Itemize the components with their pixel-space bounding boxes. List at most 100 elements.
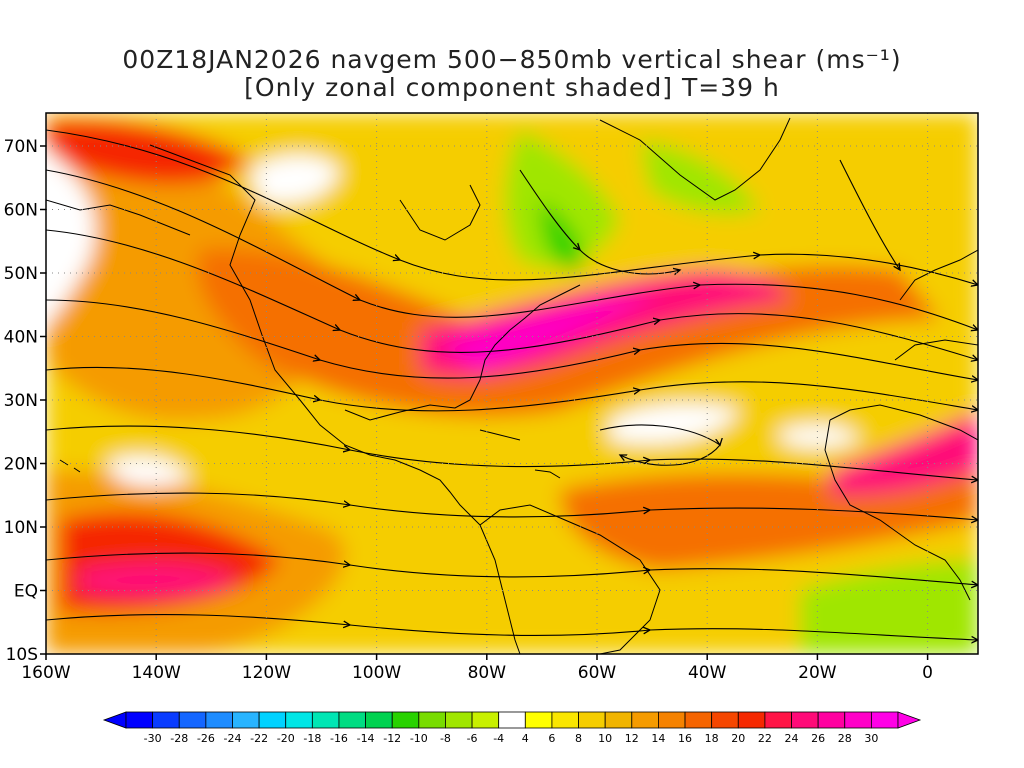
colorbar-label-23: 22 [758,732,772,745]
lat-label-4: 30N [4,391,38,411]
lat-label-0: 70N [4,137,38,157]
colorbar-swatch-13 [471,711,500,729]
colorbar-label-13: -4 [493,732,504,745]
colorbar-label-0: -30 [144,732,162,745]
lat-label-2: 50N [4,264,38,284]
colorbar-label-8: -14 [357,732,375,745]
lat-label-3: 40N [4,328,38,348]
latitude-labels: 70N 60N 50N 40N 30N 20N 10N EQ 10S [4,137,38,665]
streamline-3 [46,299,978,380]
colorbar-label-1: -28 [170,732,188,745]
colorbar-swatch-25 [791,711,819,729]
colorbar-label-7: -16 [330,732,348,745]
colorbar-label-3: -24 [223,732,241,745]
colorbar-label-4: -22 [250,732,268,745]
colorbar-label-17: 10 [598,732,612,745]
lat-label-1: 60N [4,201,38,221]
lat-label-6: 10N [4,518,38,538]
colorbar-over-arrow [897,711,922,729]
lon-label-6: 40W [688,663,727,683]
streamline-8 [46,614,978,640]
colorbar-swatch-28 [870,711,899,729]
colorbar-label-22: 20 [731,732,745,745]
streamline-9 [519,169,680,274]
field-region-11 [505,130,620,268]
coastline-hudson [399,184,481,241]
colorbar-swatch-0 [125,711,154,729]
colorbar-label-2: -26 [197,732,215,745]
colorbar-swatch-12 [445,711,473,729]
field-region-6 [560,420,978,570]
colorbar-label-24: 24 [785,732,799,745]
streamline-10 [839,159,900,270]
streamline-1 [46,169,978,330]
streamline-6 [46,492,978,520]
colorbar-swatch-27 [844,711,872,729]
colorbar-swatch-19 [631,711,659,729]
shaded-field [46,113,978,654]
colorbar-swatch-8 [338,711,366,729]
colorbar-swatch-11 [418,711,446,729]
lon-label-7: 20W [798,663,837,683]
plot-frame [45,112,979,655]
colorbar-swatch-15 [524,711,553,729]
colorbar-label-19: 14 [651,732,665,745]
lon-label-5: 60W [578,663,617,683]
colorbar: -30 -28 -26 -24 -22 -20 -18 -16 -14 -12 -10 -8 -6 -4 4… [102,711,922,745]
chart-title-line1: 00Z18JAN2026 navgem 500−850mb vertical s… [122,45,902,74]
lon-label-4: 80W [468,663,507,683]
field-region-16 [250,155,340,204]
colorbar-label-16: 8 [575,732,582,745]
colorbar-label-10: -10 [410,732,428,745]
streamline-11 [599,424,720,466]
axis-ticks [40,145,929,660]
lon-label-0: 160W [21,663,70,683]
field-region-19 [780,424,860,448]
field-region-10 [80,563,240,597]
lat-label-7: EQ [14,582,38,602]
streamline-5 [46,425,978,480]
streamline-4 [46,366,978,411]
lon-label-3: 100W [352,663,401,683]
field-region-15 [46,150,96,330]
colorbar-swatch-21 [684,711,713,729]
streamline-7 [46,552,978,585]
colorbar-swatch-6 [285,711,313,729]
colorbar-swatch-24 [764,711,792,729]
colorbar-swatch-4 [232,711,260,729]
colorbar-swatch-10 [391,711,420,729]
field-region-12 [640,140,760,214]
lat-label-5: 20N [4,455,38,475]
colorbar-label-18: 12 [625,732,639,745]
colorbar-label-9: -12 [383,732,401,745]
streamlines [46,129,978,640]
chart-title-line2: [Only zonal component shaded] T=39 h [244,73,780,102]
colorbar-swatch-16 [551,711,579,729]
colorbar-swatch-9 [365,711,393,729]
colorbar-label-21: 18 [705,732,719,745]
colorbar-swatch-1 [152,711,180,729]
colorbar-label-14: 4 [522,732,529,745]
colorbar-swatch-20 [658,711,686,729]
colorbar-swatch-22 [711,711,739,729]
colorbar-label-11: -8 [440,732,451,745]
colorbar-label-26: 28 [838,732,852,745]
longitude-labels: 160W 140W 120W 100W 80W 60W 40W 20W 0 [21,663,933,683]
lon-label-1: 140W [132,663,181,683]
coastline-north-america [149,144,481,526]
colorbar-label-27: 30 [864,732,878,745]
colorbar-label-20: 16 [678,732,692,745]
lon-label-2: 120W [242,663,291,683]
colorbar-swatch-14 [498,711,526,729]
colorbar-label-6: -18 [303,732,321,745]
lon-label-8: 0 [922,663,933,683]
coastline-hawaii [59,459,81,473]
colorbar-under-arrow [102,711,127,729]
coastline-south-america-west [479,524,521,654]
colorbar-label-5: -20 [277,732,295,745]
colorbar-label-25: 26 [811,732,825,745]
colorbar-swatch-18 [604,711,633,729]
colorbar-label-15: 6 [548,732,555,745]
